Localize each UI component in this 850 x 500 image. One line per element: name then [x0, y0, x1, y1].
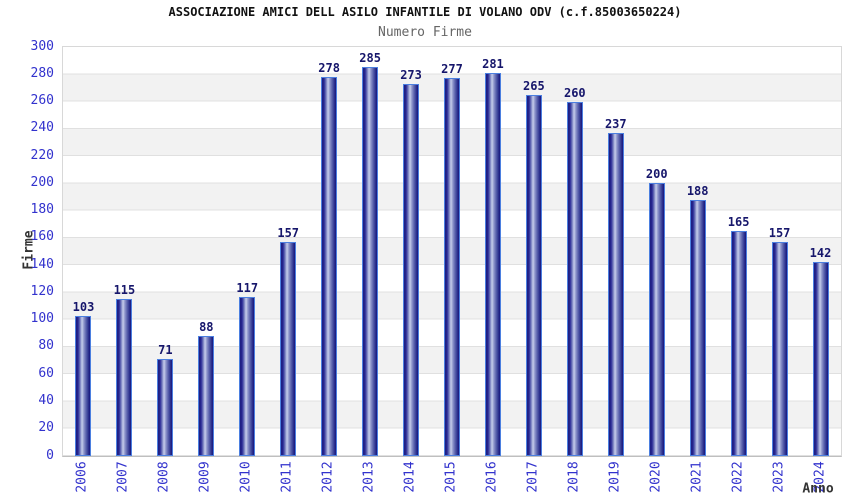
bar: 142 [810, 246, 831, 456]
bar-value-label: 285 [359, 51, 381, 66]
bar: 165 [728, 215, 749, 456]
x-tick-label: 2012 [320, 461, 336, 493]
bar: 277 [441, 62, 463, 456]
bar-value-label: 188 [686, 183, 709, 198]
plot-area: 103 115 71 88 117 157 278 285 273 277 281 265 260 237… [62, 46, 842, 457]
y-tick-label: 100 [30, 311, 54, 327]
y-tick-label: 120 [30, 283, 54, 299]
bar: 103 [73, 300, 94, 456]
x-tick-label: 2010 [238, 461, 254, 493]
bar: 88 [198, 320, 215, 456]
x-tick-label: 2015 [443, 461, 459, 493]
bar-value-label: 117 [236, 280, 259, 295]
x-tick-label: 2016 [484, 461, 500, 493]
y-tick-label: 220 [30, 147, 54, 163]
bar: 71 [157, 343, 174, 456]
bar-slot: 165 [718, 47, 759, 456]
bar-slot: 71 [145, 47, 186, 456]
y-tick-label: 20 [38, 420, 54, 436]
bar-value-label: 88 [199, 320, 214, 335]
bar-slot: 285 [350, 47, 391, 456]
bar: 157 [277, 226, 299, 456]
bar: 265 [523, 79, 545, 456]
bar-value-label: 157 [277, 225, 300, 240]
x-tick-label: 2013 [361, 461, 377, 493]
bar-value-label: 71 [158, 343, 173, 358]
bar-value-label: 237 [604, 116, 627, 131]
x-tick-label: 2017 [525, 461, 541, 493]
bar: 188 [687, 184, 709, 456]
bar-slot: 277 [432, 47, 473, 456]
y-tick-label: 0 [46, 447, 54, 463]
y-tick-label: 280 [30, 65, 54, 81]
bar: 157 [769, 226, 790, 456]
chart-subtitle: Numero Firme [378, 25, 472, 40]
y-tick-label: 300 [30, 38, 54, 54]
bar-slot: 117 [227, 47, 268, 456]
y-tick-label: 200 [30, 174, 54, 190]
bar-slot: 273 [391, 47, 432, 456]
x-tick-label: 2021 [689, 461, 705, 493]
bar-slot: 200 [636, 47, 677, 456]
x-tick-label: 2011 [279, 461, 295, 493]
y-tick-label: 240 [30, 120, 54, 136]
bar-slot: 278 [309, 47, 350, 456]
bar-slot: 281 [472, 47, 513, 456]
x-tick-label: 2009 [197, 461, 213, 493]
y-tick-label: 60 [38, 365, 54, 381]
x-tick-label: 2006 [74, 461, 90, 493]
bar-value-label: 265 [523, 78, 545, 93]
y-tick-label: 140 [30, 256, 54, 272]
bar-value-label: 278 [318, 61, 340, 75]
x-tick-label: 2019 [607, 461, 623, 493]
y-tick-label: 160 [30, 229, 54, 245]
y-tick-label: 40 [38, 392, 54, 408]
y-tick-label: 180 [30, 202, 54, 218]
bar-slot: 188 [677, 47, 718, 456]
bar-value-label: 157 [768, 225, 791, 240]
y-tick-label: 80 [38, 338, 54, 354]
x-tick-label: 2020 [648, 461, 664, 493]
bar-slot: 142 [800, 47, 841, 456]
y-tick-label: 260 [30, 93, 54, 109]
bar-slot: 115 [104, 47, 145, 456]
bar-slot: 157 [759, 47, 800, 456]
x-tick-label: 2018 [566, 461, 582, 493]
bar-slot: 237 [595, 47, 636, 456]
x-tick-label: 2022 [730, 461, 746, 493]
bar-value-label: 142 [809, 246, 832, 261]
chart-title: ASSOCIAZIONE AMICI DELL ASILO INFANTILE … [168, 5, 682, 19]
bar-slot: 260 [554, 47, 595, 456]
bar: 273 [400, 68, 422, 456]
x-tick-label: 2023 [771, 461, 787, 493]
x-axis-title: Anno [802, 481, 834, 497]
bar: 237 [605, 117, 627, 456]
x-tick-label: 2008 [156, 461, 172, 493]
bar-slot: 103 [63, 47, 104, 456]
bar-value-label: 260 [563, 85, 586, 100]
bar: 117 [236, 281, 258, 456]
bar: 260 [564, 86, 586, 456]
bar: 285 [359, 51, 381, 456]
bar-value-label: 277 [441, 62, 463, 77]
bar-slot: 265 [513, 47, 554, 456]
bar-value-label: 115 [113, 283, 136, 298]
bar: 200 [646, 167, 668, 456]
bar: 278 [318, 61, 340, 456]
bar-value-label: 281 [482, 56, 504, 71]
bar-value-label: 200 [645, 167, 668, 182]
bar-slot: 157 [268, 47, 309, 456]
bar-value-label: 103 [72, 299, 95, 314]
bar-value-label: 273 [400, 67, 422, 82]
bar: 115 [114, 283, 135, 456]
bars-container: 103 115 71 88 117 157 278 285 273 277 281 265 260 237… [63, 47, 841, 456]
x-tick-label: 2014 [402, 461, 418, 493]
bar-slot: 88 [186, 47, 227, 456]
bar: 281 [482, 57, 504, 456]
x-tick-label: 2007 [115, 461, 131, 493]
bar-value-label: 165 [727, 215, 750, 230]
